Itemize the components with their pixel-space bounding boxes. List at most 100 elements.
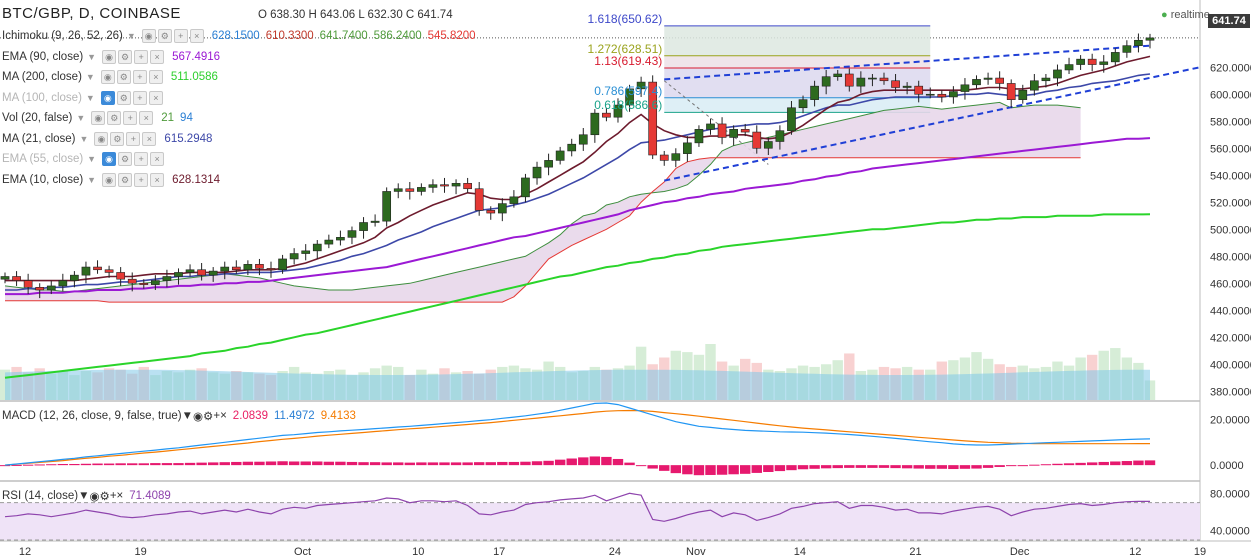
eye-icon[interactable]: ◉ [94, 131, 109, 146]
eye-icon[interactable]: ◉ [100, 70, 115, 84]
macd-line [4, 402, 1151, 466]
candle-body [139, 282, 149, 285]
legend-ichimoku[interactable]: Ichimoku (9, 26, 52, 26) ▼ ◉ ⚙ + × 628.1500 610… [2, 29, 476, 43]
plus-icon[interactable]: + [134, 172, 149, 187]
volume-ma-area [5, 369, 1150, 400]
candle-body [1087, 58, 1097, 65]
eye-icon[interactable]: ◉ [102, 49, 117, 64]
close-icon[interactable]: × [150, 172, 165, 187]
plus-icon[interactable]: + [109, 490, 117, 502]
candle-body [428, 184, 438, 188]
chevron-down-icon[interactable]: ▼ [126, 31, 136, 41]
gear-icon[interactable]: ⚙ [116, 90, 131, 105]
time-tick-label: 17 [493, 546, 505, 558]
eye-icon[interactable]: ◉ [100, 90, 115, 105]
eye-icon[interactable]: ◉ [89, 491, 100, 503]
plus-icon[interactable]: + [132, 70, 147, 84]
legend-value: 628.1500 [211, 30, 260, 42]
legend-ema10[interactable]: EMA (10, close) ▼ ◉ ⚙ + × 628.1314 [2, 172, 220, 187]
candle-body [833, 73, 843, 77]
eye-icon[interactable]: ◉ [141, 29, 156, 43]
macd-histogram-bar [578, 457, 589, 466]
gear-icon[interactable]: ⚙ [118, 49, 133, 64]
plus-icon[interactable]: + [132, 90, 147, 105]
candle-body [463, 183, 472, 190]
macd-signal-line [4, 409, 1150, 466]
gear-icon[interactable]: ⚙ [118, 152, 133, 166]
candle-body [208, 270, 218, 276]
gear-icon[interactable]: ⚙ [157, 29, 172, 43]
rsi-legend[interactable]: RSI (14, close) ▼ ◉ ⚙ + × 71.4089 [2, 489, 171, 503]
plus-icon[interactable]: + [173, 29, 188, 43]
gear-icon[interactable]: ⚙ [118, 172, 133, 187]
plus-icon[interactable]: + [126, 131, 141, 146]
candle-body [1029, 80, 1039, 91]
chevron-down-icon[interactable]: ▼ [87, 174, 97, 185]
eye-icon[interactable]: ◉ [102, 172, 117, 187]
candle-body [949, 91, 958, 98]
symbol-title[interactable]: BTC/GBP, D, COINBASE [2, 5, 181, 22]
gear-icon[interactable]: ⚙ [203, 411, 214, 423]
close-icon[interactable]: × [116, 490, 124, 502]
chevron-down-icon[interactable]: ▼ [85, 72, 95, 82]
legend-vol[interactable]: Vol (20, false) ▼ ◉ ⚙ + × 21 94 [2, 111, 193, 125]
candle-body [509, 196, 519, 204]
plus-icon[interactable]: + [123, 111, 138, 125]
close-icon[interactable]: × [139, 111, 154, 125]
macd-histogram-bar [115, 463, 126, 466]
close-icon[interactable]: × [150, 152, 165, 166]
chevron-down-icon[interactable]: ▼ [87, 154, 97, 164]
fib-label: 1.13(619.43) [594, 54, 663, 69]
chevron-down-icon[interactable]: ▼ [181, 410, 193, 422]
macd-histogram-bar [890, 465, 901, 469]
plus-icon[interactable]: + [134, 152, 149, 166]
chevron-down-icon[interactable]: ▼ [79, 133, 89, 144]
eye-icon[interactable]: ◉ [193, 411, 204, 423]
price-tick-label: 600.0000 [1210, 89, 1251, 101]
close-icon[interactable]: × [220, 410, 227, 422]
last-price-label: 641.74 [1208, 14, 1250, 28]
plus-icon[interactable]: + [213, 410, 221, 422]
fib-label: 1.272(628.51) [587, 41, 663, 56]
macd-histogram-bar [184, 462, 196, 466]
macd-histogram-bar [485, 462, 496, 466]
macd-histogram-bar [439, 462, 450, 466]
candle-body [1053, 69, 1062, 79]
price-tick-label: 500.0000 [1210, 224, 1251, 236]
macd-legend[interactable]: MACD (12, 26, close, 9, false, true) ▼ ◉… [2, 409, 356, 423]
gear-icon[interactable]: ⚙ [110, 131, 125, 146]
price-tick-label: 540.0000 [1210, 170, 1251, 182]
gear-icon[interactable]: ⚙ [107, 111, 122, 125]
chevron-down-icon[interactable]: ▼ [78, 490, 90, 502]
close-icon[interactable]: × [142, 131, 157, 146]
legend-ema90[interactable]: EMA (90, close) ▼ ◉ ⚙ + × 567.4916 [2, 49, 220, 64]
chevron-down-icon[interactable]: ▼ [87, 51, 97, 62]
eye-icon[interactable]: ◉ [91, 111, 106, 125]
macd-histogram-bar [381, 462, 392, 466]
close-icon[interactable]: × [189, 29, 204, 43]
candle-body [162, 276, 172, 281]
legend-ma200[interactable]: MA (200, close) ▼ ◉ ⚙ + × 511.0586 [2, 70, 218, 84]
close-icon[interactable]: × [148, 70, 163, 84]
ma21-line [5, 73, 1151, 291]
gear-icon[interactable]: ⚙ [99, 491, 110, 503]
chevron-down-icon[interactable]: ▼ [85, 92, 95, 103]
candle-body [775, 130, 785, 142]
macd-histogram-bar [1121, 461, 1133, 466]
ohlc-readout: O 638.30 H 643.06 L 632.30 C 641.74 [258, 9, 453, 21]
legend-value: 641.7400 [319, 30, 368, 42]
legend-ma100[interactable]: MA (100, close) ▼ ◉ ⚙ + × [2, 90, 165, 105]
macd-histogram-bar [34, 464, 45, 466]
legend-ma21[interactable]: MA (21, close) ▼ ◉ ⚙ + × 615.2948 [2, 131, 212, 146]
gear-icon[interactable]: ⚙ [116, 70, 131, 84]
price-tick-label: 420.0000 [1210, 332, 1251, 344]
eye-icon[interactable]: ◉ [102, 152, 117, 166]
macd-histogram-bar [786, 465, 797, 471]
plus-icon[interactable]: + [134, 49, 149, 64]
candle-body [1076, 58, 1085, 65]
close-icon[interactable]: × [148, 90, 163, 105]
chevron-down-icon[interactable]: ▼ [76, 113, 86, 123]
legend-ema55[interactable]: EMA (55, close) ▼ ◉ ⚙ + × [2, 152, 166, 166]
time-tick-label: 12 [19, 546, 31, 558]
close-icon[interactable]: × [150, 49, 165, 64]
